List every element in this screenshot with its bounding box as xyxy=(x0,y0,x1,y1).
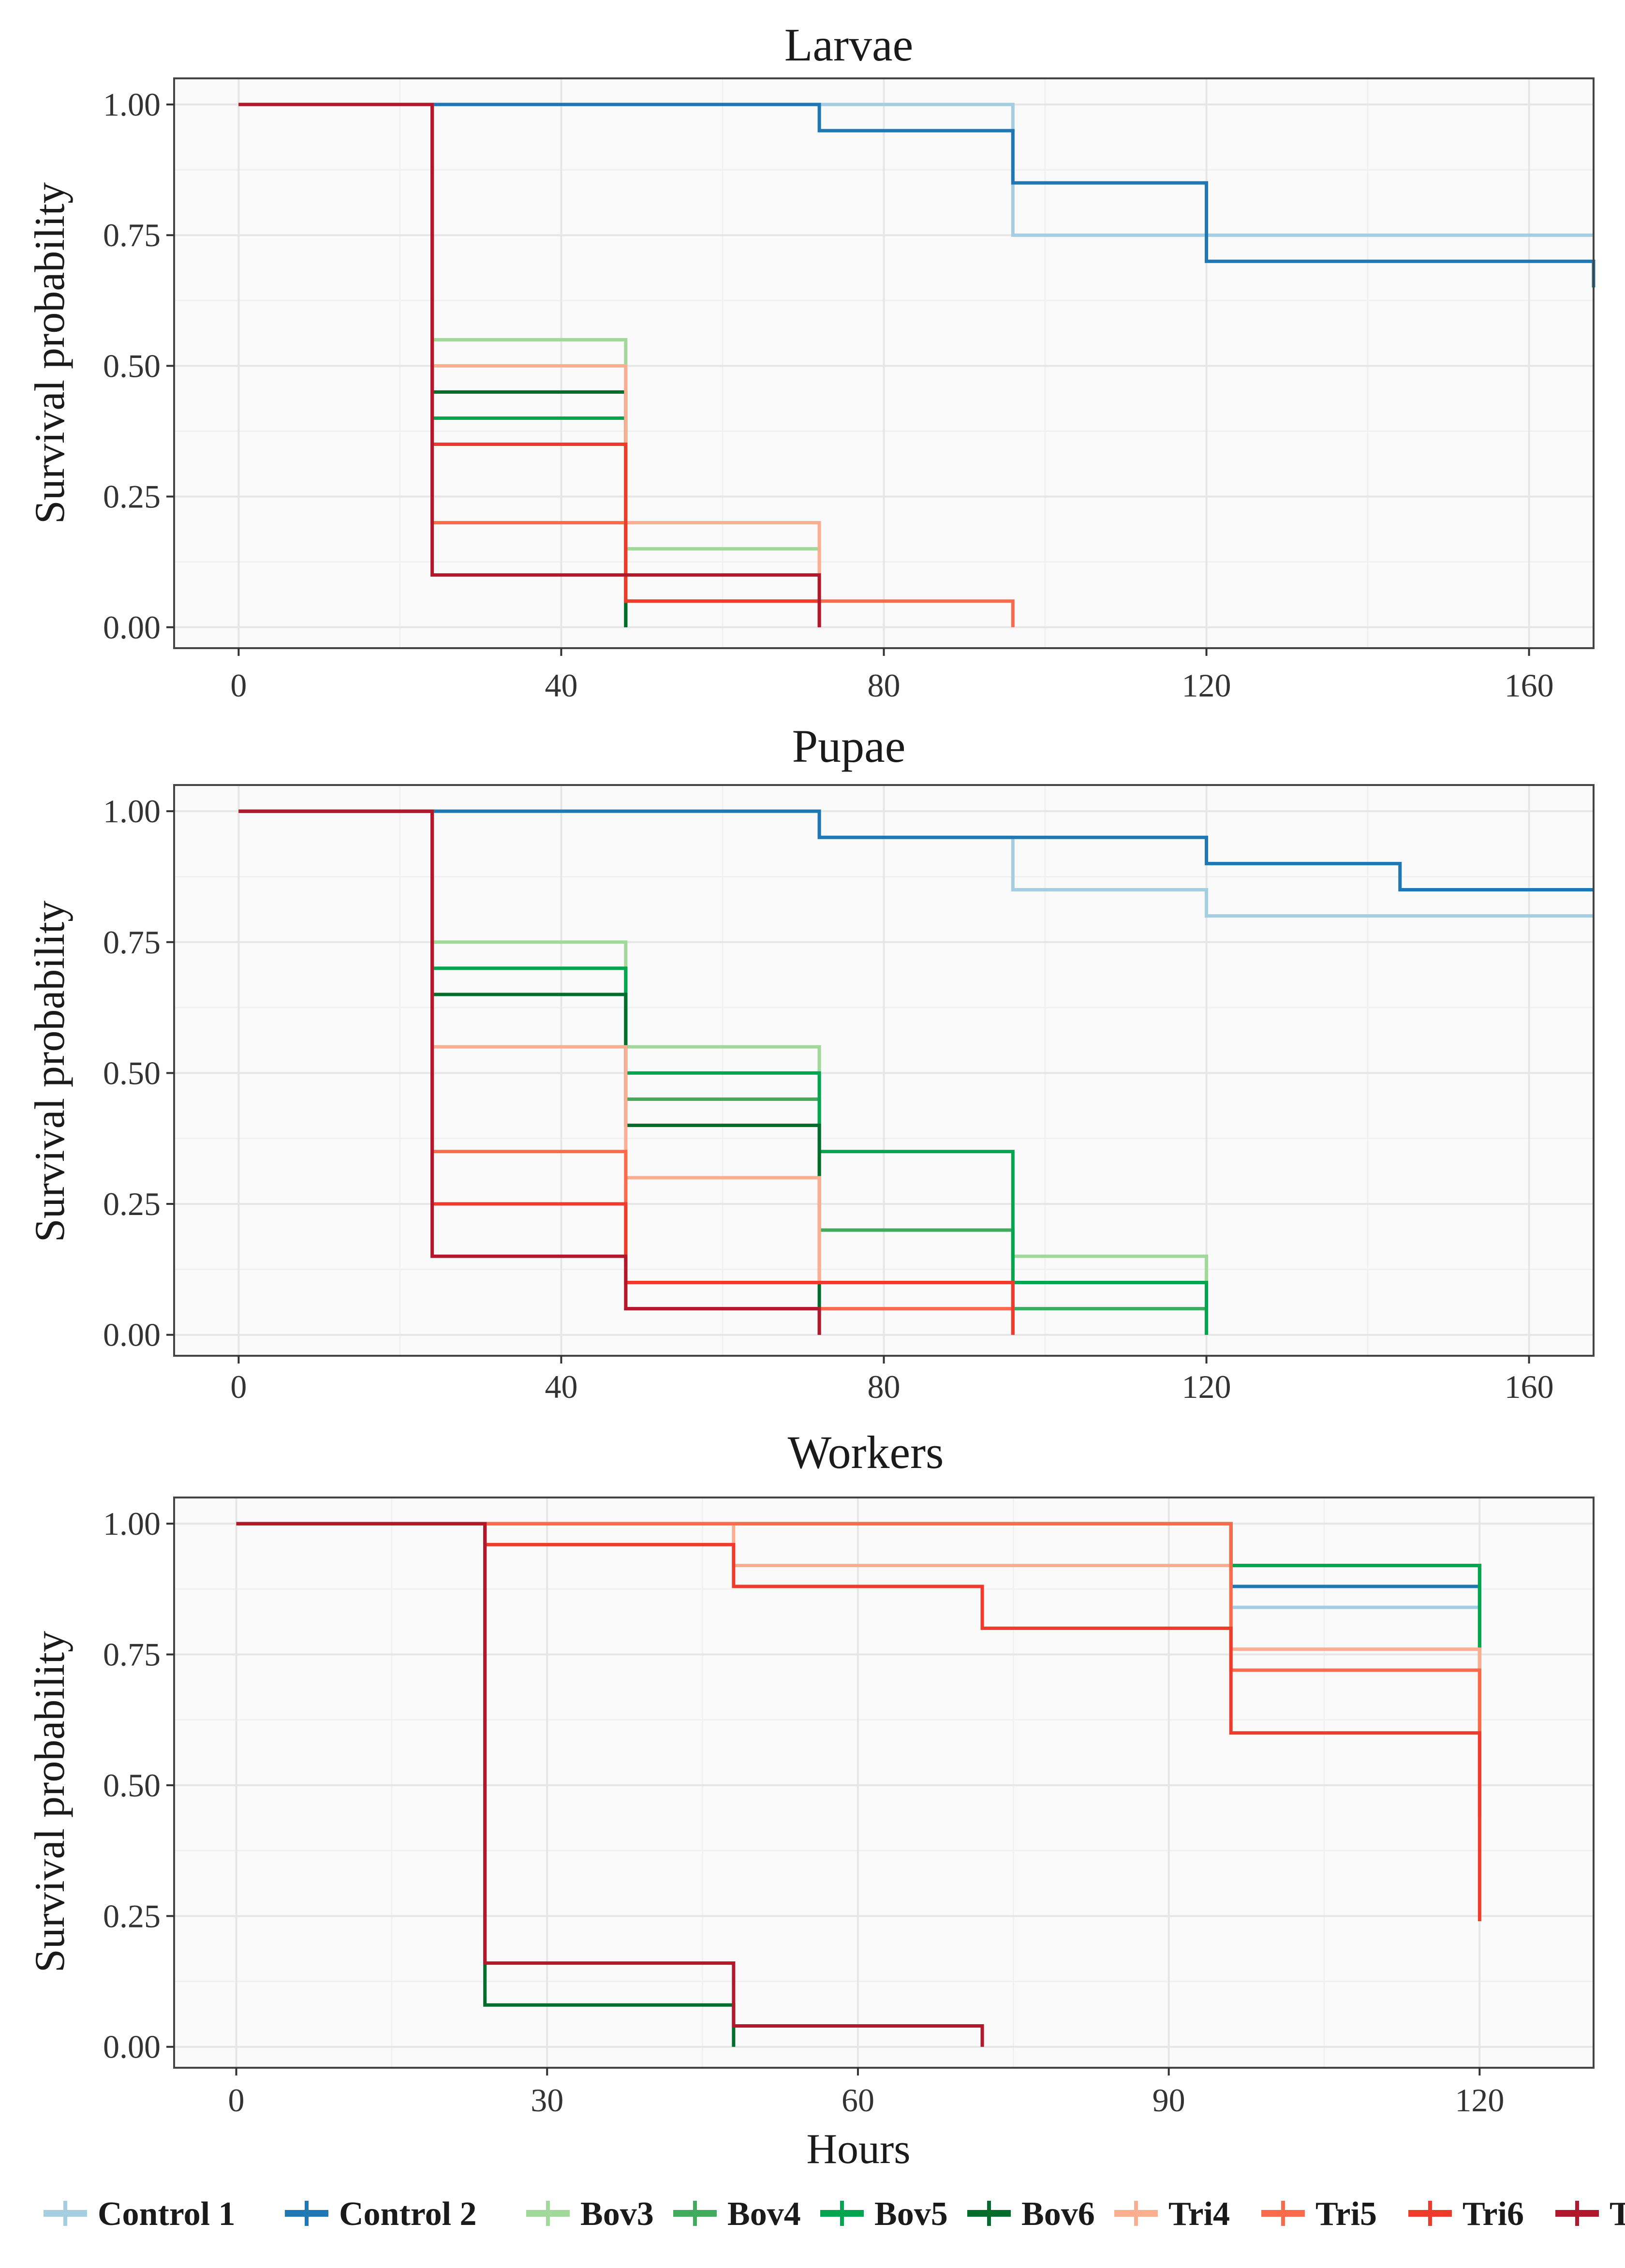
larvae-xtick-label: 160 xyxy=(1505,667,1554,704)
larvae-xtick-label: 80 xyxy=(868,667,901,704)
legend-label: Control 1 xyxy=(98,2195,236,2233)
pupae-ytick-label: 0.00 xyxy=(103,1317,161,1353)
workers-ylabel: Survival probability xyxy=(27,1631,74,1972)
larvae-curve-tri7 xyxy=(238,103,821,627)
legend-label: Tri4 xyxy=(1168,2195,1230,2233)
larvae-ytick-label: 0.75 xyxy=(103,217,161,253)
legend-label: Bov3 xyxy=(580,2195,654,2233)
larvae-plot: 0.00 0.25 0.50 0.75 1.00 0 40 80 120 160 xyxy=(103,77,1595,704)
legend-label: Bov4 xyxy=(727,2195,801,2233)
legend-label: Control 2 xyxy=(339,2195,477,2233)
pupae-xtick-label: 120 xyxy=(1182,1368,1231,1405)
pupae-ytick-label: 0.25 xyxy=(103,1186,161,1222)
legend-label: Tri7 xyxy=(1610,2195,1625,2233)
pupae-curves xyxy=(238,809,1594,1335)
pupae-ytick-label: 1.00 xyxy=(103,793,161,830)
workers-xtick-label: 30 xyxy=(531,2082,563,2119)
workers-ytick-label: 0.25 xyxy=(103,1897,161,1934)
workers-curves xyxy=(236,1522,1481,2047)
legend-item-tri7: Tri7 xyxy=(1555,2195,1625,2233)
pupae-curve-tri7 xyxy=(238,809,821,1335)
pupae-panel: Pupae Survival probability xyxy=(27,720,905,1242)
pupae-xtick-label: 40 xyxy=(545,1368,577,1405)
pupae-xtick-label: 160 xyxy=(1505,1368,1554,1405)
legend-item-tri6: Tri6 xyxy=(1408,2195,1524,2233)
larvae-panel: Larvae Survival probability xyxy=(27,19,913,524)
workers-panel-background xyxy=(174,1497,1594,2068)
workers-ytick-label: 0.00 xyxy=(103,2029,161,2065)
legend-item-bov3: Bov3 xyxy=(526,2195,654,2233)
larvae-title: Larvae xyxy=(784,19,913,71)
workers-xtick-label: 60 xyxy=(842,2082,874,2119)
workers-ytick-label: 1.00 xyxy=(103,1505,161,1542)
legend-label: Tri5 xyxy=(1315,2195,1377,2233)
workers-ytick-label: 0.75 xyxy=(103,1636,161,1673)
workers-panel: Workers Survival probability Hours xyxy=(27,1426,944,2173)
larvae-xtick-label: 40 xyxy=(545,667,577,704)
pupae-xtick-label: 80 xyxy=(868,1368,901,1405)
legend-label: Tri6 xyxy=(1462,2195,1524,2233)
workers-xtick-label: 120 xyxy=(1455,2082,1504,2119)
workers-title: Workers xyxy=(788,1426,944,1478)
workers-xtick-label: 90 xyxy=(1152,2082,1185,2119)
larvae-curve-control-2 xyxy=(238,103,1595,288)
larvae-xtick-label: 0 xyxy=(230,667,247,704)
legend-item-tri5: Tri5 xyxy=(1261,2195,1377,2233)
larvae-ytick-label: 0.00 xyxy=(103,609,161,646)
legend-item-control-2: Control 2 xyxy=(285,2195,477,2233)
workers-panel-border xyxy=(173,1497,1595,2069)
larvae-ytick-label: 0.50 xyxy=(103,347,161,384)
pupae-plot: 0.00 0.25 0.50 0.75 1.00 0 40 80 120 160 xyxy=(103,784,1595,1405)
workers-plot: 0.00 0.25 0.50 0.75 1.00 0 30 60 90 120 xyxy=(103,1497,1595,2119)
legend-item-tri4: Tri4 xyxy=(1114,2195,1230,2233)
legend-item-bov4: Bov4 xyxy=(673,2195,801,2233)
x-axis-label: Hours xyxy=(806,2126,910,2173)
legend-item-bov6: Bov6 xyxy=(967,2195,1095,2233)
pupae-title: Pupae xyxy=(792,720,906,772)
workers-ytick-label: 0.50 xyxy=(103,1767,161,1804)
workers-curve-tri7 xyxy=(236,1522,984,2047)
legend-label: Bov6 xyxy=(1021,2195,1095,2233)
legend-item-bov5: Bov5 xyxy=(820,2195,948,2233)
pupae-ytick-label: 0.75 xyxy=(103,924,161,961)
pupae-ytick-label: 0.50 xyxy=(103,1054,161,1091)
workers-xtick-label: 0 xyxy=(228,2082,245,2119)
legend-item-control-1: Control 1 xyxy=(44,2195,236,2233)
larvae-xtick-label: 120 xyxy=(1182,667,1231,704)
larvae-ylabel: Survival probability xyxy=(27,182,74,524)
larvae-curves xyxy=(238,103,1595,627)
pupae-ylabel: Survival probability xyxy=(27,901,74,1242)
larvae-ytick-label: 0.25 xyxy=(103,478,161,515)
larvae-ytick-label: 1.00 xyxy=(103,86,161,123)
pupae-curve-control-2 xyxy=(238,809,1594,892)
legend-label: Bov5 xyxy=(874,2195,948,2233)
pupae-xtick-label: 0 xyxy=(230,1368,247,1405)
legend: Control 1 Control 2 Bov3 Bov4 Bov5 Bov6 Tri4 Tr… xyxy=(44,2195,1625,2233)
